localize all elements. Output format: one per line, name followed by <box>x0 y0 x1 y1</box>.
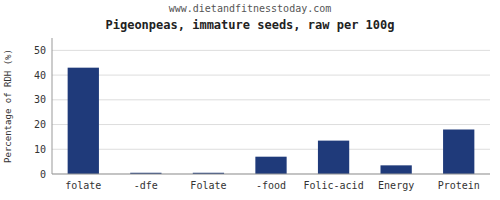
grid-line <box>52 99 490 100</box>
x-tick-label: Folate <box>190 180 226 191</box>
grid-line <box>52 50 490 51</box>
bar <box>381 165 412 174</box>
y-tick-label: 50 <box>34 45 46 56</box>
x-tick-label: Folic-acid <box>303 180 363 191</box>
title: Pigeonpeas, immature seeds, raw per 100g <box>106 18 395 32</box>
x-axis-line <box>52 174 490 175</box>
y-axis-line <box>52 38 53 174</box>
subtitle: www.dietandfitnesstoday.com <box>169 3 332 14</box>
x-tick-label: folate <box>65 180 101 191</box>
x-tick-label: Energy <box>378 180 414 191</box>
grid-line <box>52 124 490 125</box>
x-tick-label: -dfe <box>134 180 158 191</box>
bar <box>318 141 349 174</box>
bars <box>68 68 475 174</box>
y-tick-label: 10 <box>34 144 46 155</box>
y-tick-label: 40 <box>34 70 46 81</box>
grid-line <box>52 149 490 150</box>
y-tick-label: 30 <box>34 94 46 105</box>
x-tick-label: Protein <box>438 180 480 191</box>
chart-svg: www.dietandfitnesstoday.com Pigeonpeas, i… <box>0 0 500 200</box>
chart-container: www.dietandfitnesstoday.com Pigeonpeas, i… <box>0 0 500 200</box>
y-grid <box>52 50 490 174</box>
grid-line <box>52 75 490 76</box>
bar <box>443 129 474 174</box>
y-tick-label: 0 <box>40 169 46 180</box>
y-tick-label: 20 <box>34 119 46 130</box>
bar <box>68 68 99 174</box>
y-axis-label: Percentage of RDH (%) <box>3 49 13 163</box>
x-tick-label: -food <box>256 180 286 191</box>
bar <box>255 157 286 174</box>
grid-line <box>52 174 490 175</box>
